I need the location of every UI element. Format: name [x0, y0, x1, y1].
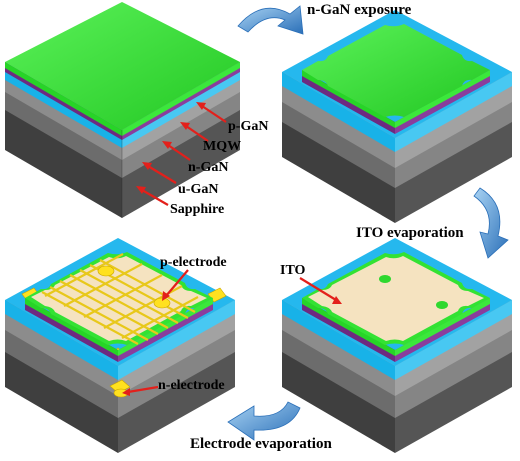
ito-layer: [308, 256, 484, 341]
label-ito-evaporation: ITO evaporation: [356, 225, 464, 241]
label-sapphire: Sapphire: [170, 202, 224, 217]
block-electrodes: [5, 238, 235, 453]
p-electrode-pad-1: [97, 265, 115, 277]
ito-window-1: [379, 275, 391, 283]
label-n-electrode: n-electrode: [158, 378, 225, 393]
pointer-arrows: [122, 102, 342, 396]
block-mesa-etched: [282, 10, 512, 223]
p-electrode-pad-2: [153, 297, 171, 309]
process-arrow-3: [227, 401, 301, 441]
ito-window-2: [436, 301, 448, 309]
label-electrode-evaporation: Electrode evaporation: [190, 436, 332, 452]
process-arrow-1: [237, 5, 304, 35]
process-arrow-2: [473, 187, 509, 259]
label-p-gan: p-GaN: [228, 119, 268, 134]
p-electrode-fingers: [41, 253, 199, 345]
label-mqw: MQW: [203, 139, 241, 154]
label-u-gan: u-GaN: [178, 182, 218, 197]
label-n-gan: n-GaN: [188, 160, 228, 175]
block-ito-deposited: [282, 238, 512, 453]
mesa-top: [302, 24, 490, 117]
label-ito: ITO: [280, 263, 306, 278]
label-n-gan-exposure: n-GaN exposure: [307, 2, 412, 18]
label-p-electrode: p-electrode: [160, 255, 227, 270]
p-gan-top-surface: [5, 2, 240, 130]
block-epitaxial-stack: [5, 2, 240, 218]
